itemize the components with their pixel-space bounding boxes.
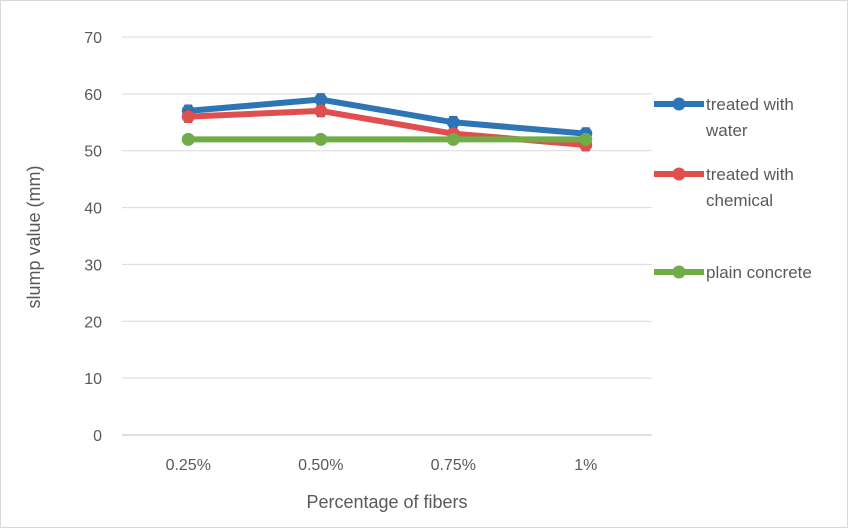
legend-label: water <box>705 121 748 140</box>
x-axis-ticks: 0.25% 0.50% 0.75% 1% <box>166 457 598 474</box>
legend-label: treated with <box>706 165 794 184</box>
y-tick-label: 60 <box>84 87 102 104</box>
gridlines <box>122 36 652 436</box>
legend-label: plain concrete <box>706 263 812 282</box>
legend-label: chemical <box>706 191 773 210</box>
data-point <box>446 115 460 129</box>
x-tick-label: 0.75% <box>431 457 476 474</box>
y-tick-label: 0 <box>93 428 102 445</box>
series-line <box>185 96 589 137</box>
data-point <box>181 132 195 146</box>
x-tick-label: 0.25% <box>166 457 211 474</box>
series-3 <box>181 132 593 146</box>
x-axis-title: Percentage of fibers <box>306 492 467 512</box>
y-tick-label: 10 <box>84 371 102 388</box>
data-point <box>314 104 328 118</box>
series-group <box>181 93 593 152</box>
y-tick-label: 20 <box>84 314 102 331</box>
y-tick-label: 50 <box>84 144 102 161</box>
y-tick-label: 70 <box>84 30 102 47</box>
legend-item: treated with chemical <box>654 165 794 210</box>
legend-swatch-marker <box>672 97 686 111</box>
legend-item: plain concrete <box>654 263 812 282</box>
y-tick-label: 40 <box>84 201 102 218</box>
data-point <box>446 132 460 146</box>
legend-swatch-marker <box>672 167 686 181</box>
y-tick-label: 30 <box>84 257 102 274</box>
legend: treated with water treated with chemical pla… <box>654 95 812 282</box>
legend-swatch-marker <box>672 265 686 279</box>
data-point <box>314 93 328 107</box>
data-point <box>579 132 593 146</box>
y-axis-title: slump value (mm) <box>24 165 44 308</box>
legend-item: treated with water <box>654 95 794 140</box>
data-point <box>181 110 195 124</box>
legend-label: treated with <box>706 95 794 114</box>
x-tick-label: 1% <box>574 457 597 474</box>
x-tick-label: 0.50% <box>298 457 343 474</box>
y-axis-ticks: 0 10 20 30 40 50 60 70 <box>84 30 102 445</box>
data-point <box>314 132 328 146</box>
